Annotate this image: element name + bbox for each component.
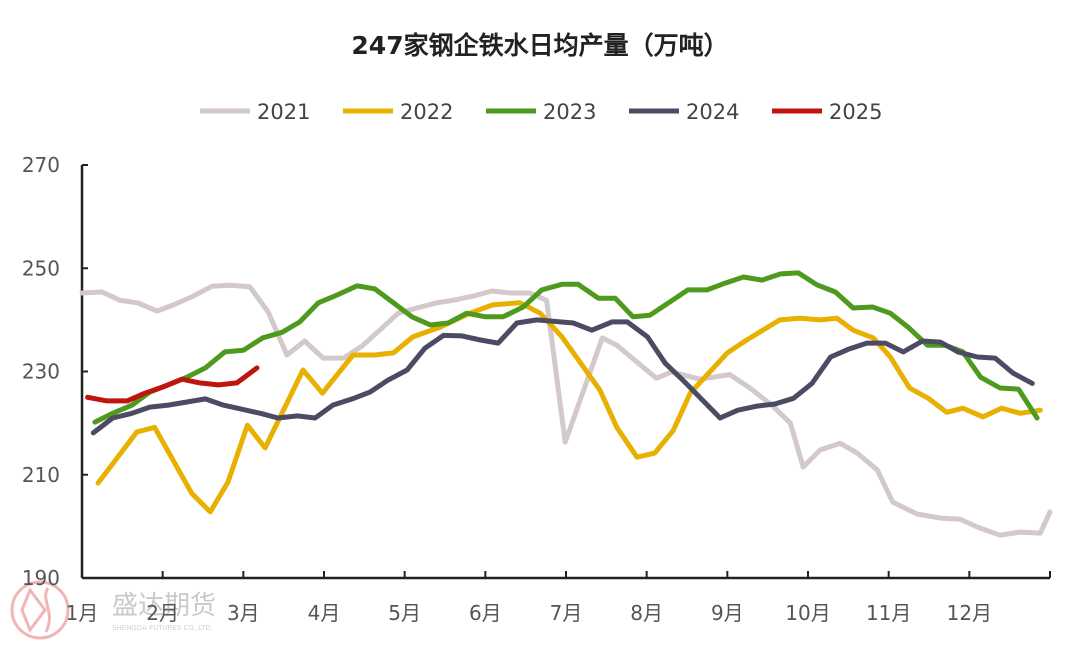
legend-label-2025: 2025 [829,100,882,124]
x-tick-label: 5月 [388,601,421,625]
x-tick-label: 3月 [227,601,260,625]
watermark-subtext: SHENGDA FUTURES CO.,LTD. [112,624,213,632]
legend-label-2022: 2022 [400,100,453,124]
series-line-2023 [92,270,1040,425]
x-tick-label: 4月 [308,601,341,625]
series-line-2022 [95,300,1043,515]
y-tick-label: 190 [22,566,60,590]
series-lines [79,270,1053,538]
legend-label-2023: 2023 [543,100,596,124]
x-tick-label: 1月 [66,601,99,625]
chart-title: 247家钢企铁水日均产量（万吨） [351,31,729,60]
x-tick-label: 11月 [866,601,911,625]
x-tick-label: 10月 [785,601,830,625]
series-line-2024 [90,317,1035,436]
y-tick-label: 250 [22,256,60,280]
legend-label-2024: 2024 [686,100,739,124]
watermark-text: 盛达期货 [112,591,216,621]
x-tick-label: 12月 [947,601,992,625]
y-tick-label: 210 [22,463,60,487]
legend-label-2021: 2021 [257,100,310,124]
legend: 2021 2022 2023 2024 2025 [200,100,882,124]
y-tick-label: 270 [22,153,60,177]
y-tick-label: 230 [22,360,60,384]
axes: 190 210 230 250 270 1月 2月 3月 4月 5月 6月 7月 8月 9月 10月 11月 1… [22,153,1051,625]
x-tick-label: 2月 [146,601,179,625]
x-tick-label: 7月 [550,601,583,625]
x-tick-label: 9月 [711,601,744,625]
series-line-2025 [85,365,260,404]
company-logo-watermark: 盛达期货 SHENGDA FUTURES CO.,LTD. [10,580,216,640]
x-tick-label: 8月 [630,601,663,625]
x-tick-label: 6月 [469,601,502,625]
